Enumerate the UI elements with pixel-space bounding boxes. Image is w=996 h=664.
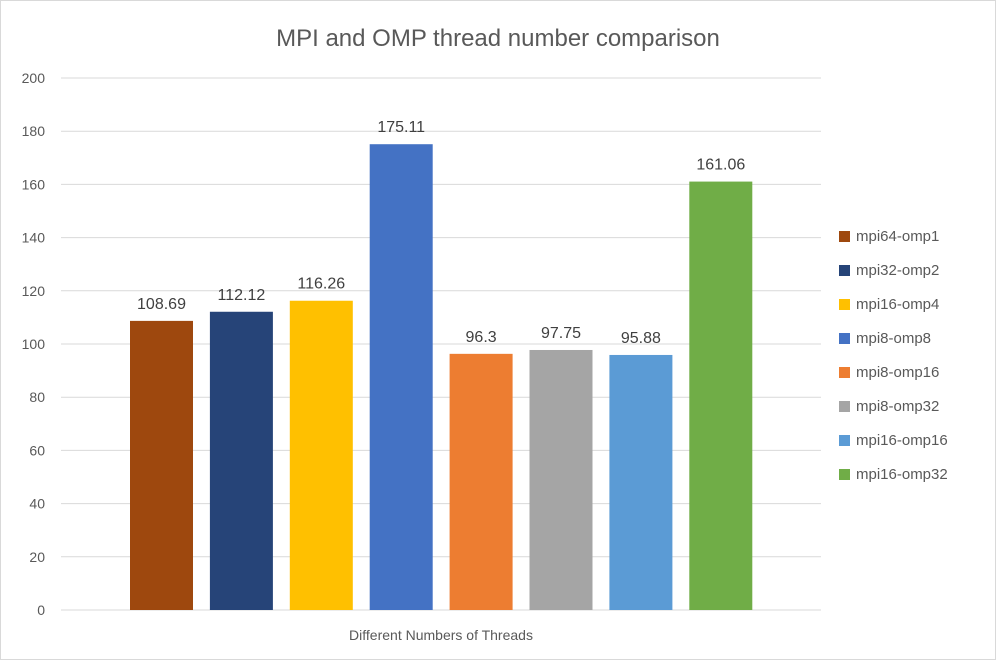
legend-label-mpi64-omp1: mpi64-omp1 — [856, 228, 939, 245]
data-label-mpi16-omp16: 95.88 — [621, 330, 661, 347]
y-tick-label: 60 — [29, 442, 45, 458]
legend-label-mpi8-omp16: mpi8-omp16 — [856, 364, 939, 381]
legend: mpi64-omp1 mpi32-omp2 mpi16-omp4 mpi8-omp8 m… — [839, 228, 948, 483]
legend-label-mpi8-omp8: mpi8-omp8 — [856, 330, 931, 347]
legend-swatch-mpi16-omp16 — [839, 435, 850, 446]
legend-label-mpi32-omp2: mpi32-omp2 — [856, 262, 939, 279]
legend-swatch-mpi16-omp32 — [839, 469, 850, 480]
legend-label-mpi16-omp32: mpi16-omp32 — [856, 466, 948, 483]
y-tick-label: 40 — [29, 496, 45, 512]
legend-swatch-mpi8-omp16 — [839, 367, 850, 378]
bar-mpi16-omp4 — [289, 300, 353, 610]
data-label-mpi8-omp16: 96.3 — [466, 329, 497, 346]
legend-label-mpi16-omp4: mpi16-omp4 — [856, 296, 939, 313]
y-tick-label: 20 — [29, 549, 45, 565]
bar-mpi16-omp16 — [609, 354, 673, 610]
bar-mpi16-omp32 — [689, 181, 753, 611]
legend-swatch-mpi32-omp2 — [839, 265, 850, 276]
y-tick-label: 100 — [22, 336, 46, 352]
chart-title: MPI and OMP thread number comparison — [276, 25, 720, 52]
x-axis-label: Different Numbers of Threads — [349, 627, 533, 643]
legend-swatch-mpi16-omp4 — [839, 299, 850, 310]
y-tick-label: 0 — [37, 602, 45, 618]
bar-mpi8-omp32 — [529, 349, 593, 610]
bars — [130, 144, 753, 611]
data-label-mpi8-omp8: 175.11 — [377, 119, 425, 136]
data-label-mpi64-omp1: 108.69 — [137, 296, 186, 313]
y-tick-label: 160 — [22, 176, 46, 192]
legend-swatch-mpi8-omp8 — [839, 333, 850, 344]
data-label-mpi8-omp32: 97.75 — [541, 325, 581, 342]
legend-swatch-mpi8-omp32 — [839, 401, 850, 412]
y-tick-label: 120 — [22, 283, 46, 299]
bar-mpi64-omp1 — [130, 320, 193, 610]
legend-label-mpi8-omp32: mpi8-omp32 — [856, 398, 939, 415]
data-label-mpi32-omp2: 112.12 — [218, 287, 266, 304]
y-tick-label: 180 — [22, 123, 46, 139]
bar-mpi8-omp16 — [449, 353, 513, 610]
y-tick-label: 140 — [22, 230, 46, 246]
bar-mpi32-omp2 — [209, 311, 273, 610]
data-labels: 108.69 112.12 116.26 175.11 96.3 97.75 95.88 16… — [137, 119, 745, 347]
y-tick-label: 200 — [22, 70, 46, 86]
legend-swatch-mpi64-omp1 — [839, 231, 850, 242]
legend-label-mpi16-omp16: mpi16-omp16 — [856, 432, 948, 449]
y-tick-label: 80 — [29, 389, 45, 405]
bar-mpi8-omp8 — [369, 144, 433, 610]
y-axis-tick-labels: 0 20 40 60 80 100 120 140 160 180 200 — [22, 70, 46, 618]
data-label-mpi16-omp32: 161.06 — [696, 157, 745, 174]
data-label-mpi16-omp4: 116.26 — [297, 276, 345, 293]
